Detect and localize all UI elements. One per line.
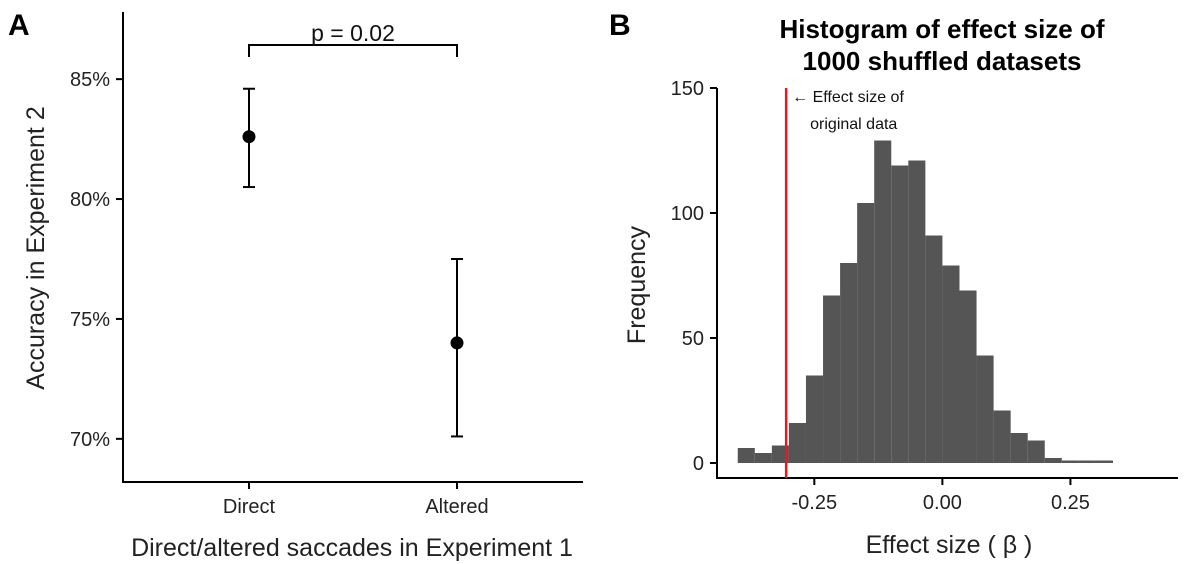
panel-a-y-ticks: 70% 75% 80% 85% xyxy=(70,69,123,451)
p-value-label: p = 0.02 xyxy=(311,20,395,46)
panel-b-y-tick-label: 150 xyxy=(671,78,704,100)
histogram-bar xyxy=(993,410,1011,463)
histogram-bar xyxy=(1095,460,1113,463)
histogram-bar xyxy=(1010,433,1028,463)
histogram-title-line-1: Histogram of effect size of xyxy=(779,14,1104,44)
histogram-bar xyxy=(908,160,926,463)
original-effect-label-line-2: original data xyxy=(810,116,897,133)
original-effect-label-line-1: ← Effect size of xyxy=(792,89,904,106)
histogram-bar xyxy=(805,375,824,463)
panel-a-y-tick-label: 85% xyxy=(70,69,110,91)
panel-b-y-tick-label: 100 xyxy=(671,203,704,225)
histogram-bar xyxy=(788,423,806,463)
histogram-bar xyxy=(857,203,875,463)
histogram-bar xyxy=(874,140,892,463)
histogram-bar xyxy=(1044,458,1062,463)
panel-b-x-axis-title: Effect size ( β ) xyxy=(866,531,1033,559)
panel-b-y-axis-title: Frequency xyxy=(623,225,651,344)
panel-a-y-tick-label: 75% xyxy=(70,309,110,331)
histogram-bar xyxy=(737,448,755,463)
histogram-bars xyxy=(737,140,1113,463)
histogram-bar xyxy=(840,263,858,463)
panel-b-letter: B xyxy=(609,9,631,42)
histogram-bar xyxy=(891,165,909,463)
mean-point-altered xyxy=(450,336,464,350)
histogram-title-line-2: 1000 shuffled datasets xyxy=(803,46,1082,76)
panel-b-y-tick-label: 50 xyxy=(682,328,704,350)
histogram-bar xyxy=(925,235,943,463)
panel-a-y-axis-title: Accuracy in Experiment 2 xyxy=(22,106,50,389)
histogram-bar xyxy=(976,355,994,463)
histogram-bar xyxy=(823,295,841,463)
histogram-bar xyxy=(771,445,789,463)
panel-b-histogram: B Histogram of effect size of 1000 shuff… xyxy=(609,9,1178,559)
panel-b-x-tick-label: -0.25 xyxy=(792,492,838,514)
significance-bracket xyxy=(248,44,458,57)
significance-bracket-line xyxy=(248,44,458,57)
panel-b-y-tick-label: 0 xyxy=(693,453,704,475)
histogram-bar xyxy=(754,453,772,463)
panel-a-x-tick-label: Altered xyxy=(425,496,488,518)
panel-a-y-tick-label: 70% xyxy=(70,429,110,451)
panel-a-x-axis-title: Direct/altered saccades in Experiment 1 xyxy=(131,534,573,562)
panel-b-x-ticks: -0.25 0.00 0.25 xyxy=(792,478,1090,514)
panel-a-x-tick-label: Direct xyxy=(223,496,276,518)
original-effect-reference: ← Effect size of original data xyxy=(784,88,904,478)
mean-point-direct xyxy=(242,130,256,144)
panel-a-x-ticks: Direct Altered xyxy=(223,482,489,518)
panel-b-y-ticks: 0 50 100 150 xyxy=(671,78,717,475)
panel-a-letter: A xyxy=(8,9,30,42)
histogram-bar xyxy=(1027,440,1045,463)
panel-a-y-tick-label: 80% xyxy=(70,189,110,211)
panel-a-accuracy-chart: A 70% 75% 80% 85% Direct Altered p = 0.02 Ac… xyxy=(8,9,583,562)
panel-b-x-tick-label: 0.25 xyxy=(1051,492,1090,514)
histogram-bar xyxy=(942,265,960,463)
histogram-bar xyxy=(1078,460,1096,463)
panel-a-points xyxy=(242,87,464,438)
panel-b-x-tick-label: 0.00 xyxy=(923,492,962,514)
histogram-bar xyxy=(1061,460,1079,463)
histogram-bar xyxy=(959,290,977,463)
